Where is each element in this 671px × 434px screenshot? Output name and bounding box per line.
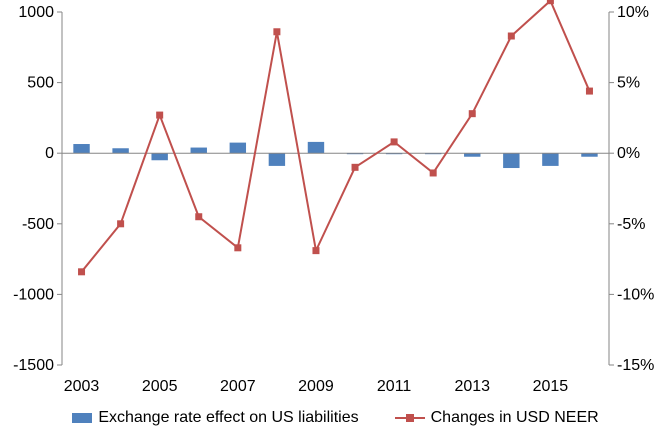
neer-point-2016	[585, 87, 593, 95]
neer-point-2010	[351, 163, 359, 171]
legend-bars-label: Exchange rate effect on US liabilities	[98, 409, 359, 426]
bar-2005	[151, 153, 168, 161]
neer-point-2007	[234, 244, 242, 252]
axes-layer	[57, 11, 614, 366]
bars-layer	[73, 141, 598, 169]
left-tick-label: -1500	[13, 357, 54, 374]
right-tick-label: 10%	[617, 4, 649, 21]
neer-line	[80, 0, 591, 273]
neer-point-2011	[390, 138, 398, 146]
bar-2006	[190, 147, 207, 154]
x-tick-label: 2011	[377, 378, 412, 395]
bar-2009	[307, 141, 325, 154]
neer-point-2015	[546, 0, 554, 5]
right-tick-label: -5%	[617, 216, 645, 233]
neer-point-2013	[468, 110, 476, 118]
x-tick-label: 2007	[220, 378, 256, 395]
x-tick-label: 2013	[454, 378, 490, 395]
right-tick-label: -10%	[617, 286, 654, 303]
neer-point-2003	[78, 268, 86, 276]
right-tick-label: 0%	[617, 145, 640, 162]
bar-2016	[581, 153, 598, 157]
line-layer	[78, 0, 593, 276]
neer-point-2009	[312, 247, 320, 255]
x-tick-label: 2015	[533, 378, 569, 395]
legend-item-bars: Exchange rate effect on US liabilities	[72, 409, 359, 427]
legend-line-label: Changes in USD NEER	[430, 409, 599, 426]
neer-point-2004	[117, 220, 125, 228]
legend: Exchange rate effect on US liabilities C…	[0, 405, 671, 431]
legend-bar-swatch	[72, 413, 93, 423]
left-tick-label: 1000	[18, 4, 54, 21]
neer-point-2014	[507, 32, 515, 40]
legend-item-line: Changes in USD NEER	[394, 409, 599, 427]
x-tick-label: 2003	[64, 378, 100, 395]
bar-2008	[268, 153, 286, 166]
bar-2014	[503, 153, 520, 169]
neer-point-2008	[273, 28, 281, 36]
legend-line-swatch	[394, 412, 425, 424]
bar-2003	[73, 144, 90, 154]
chart-svg: -1500 -1000 -500 0 500 1000 -15% -10% -5% 0% 5% 10%…	[13, 0, 654, 395]
left-tick-label: -1000	[13, 286, 54, 303]
left-tick-label: -500	[22, 216, 54, 233]
bar-2015	[542, 153, 559, 166]
neer-point-2006	[195, 213, 203, 221]
right-tick-label: -15%	[617, 357, 654, 374]
bar-2013	[464, 153, 481, 157]
left-tick-label: 0	[45, 145, 54, 162]
neer-point-2012	[429, 169, 437, 177]
left-tick-label: 500	[27, 75, 54, 92]
neer-point-2005	[156, 111, 164, 119]
x-tick-label: 2005	[142, 378, 178, 395]
right-tick-label: 5%	[617, 75, 640, 92]
bar-2004	[112, 148, 129, 154]
x-tick-label: 2009	[298, 378, 334, 395]
labels-layer: -1500 -1000 -500 0 500 1000 -15% -10% -5% 0% 5% 10%…	[13, 4, 654, 395]
bar-2007	[229, 142, 247, 154]
